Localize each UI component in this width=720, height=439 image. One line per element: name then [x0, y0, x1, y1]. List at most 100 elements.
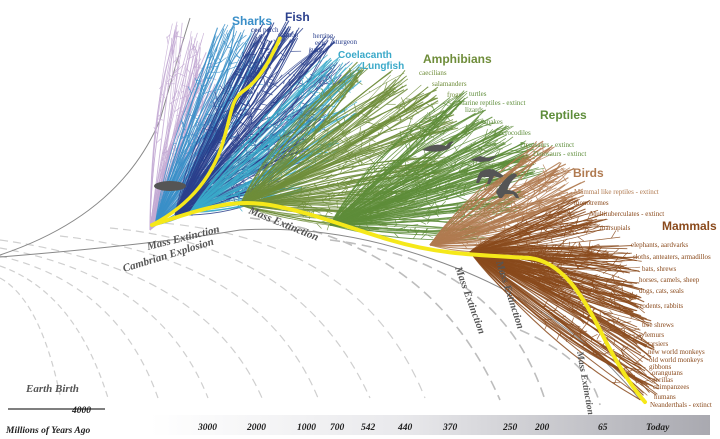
- branch-line: [239, 89, 405, 206]
- branch-twig: [330, 143, 333, 146]
- branch-twig: [550, 174, 559, 177]
- branch-twig: [544, 228, 548, 232]
- species-label: horses, camels, sheep: [639, 276, 700, 284]
- branch-twig: [362, 118, 367, 122]
- branch-twig: [327, 116, 336, 122]
- species-label: Multituberculates - extinct: [590, 210, 664, 218]
- branch-twig: [494, 213, 498, 217]
- branch-twig: [288, 114, 290, 124]
- branch-twig: [518, 205, 520, 211]
- branch-twig: [589, 216, 598, 219]
- species-label: salamanders: [432, 80, 467, 88]
- branch-twig: [368, 91, 371, 93]
- branch-line: [239, 66, 360, 206]
- axis-tick-label: 440: [397, 423, 413, 433]
- branch-twig: [590, 243, 600, 248]
- branch-twig: [600, 263, 603, 266]
- branch-twig: [613, 340, 615, 346]
- branch-line: [329, 141, 502, 226]
- branch-twig: [263, 76, 266, 84]
- branch-twig: [248, 75, 257, 83]
- branch-twig: [587, 365, 592, 369]
- branch-twig: [184, 140, 189, 149]
- branch-twig: [636, 381, 640, 383]
- branch-twig: [438, 172, 450, 178]
- branch-twig: [441, 200, 446, 206]
- branch-twig: [621, 351, 626, 358]
- species-label: chimpanzees: [653, 383, 689, 391]
- branch-line: [429, 194, 585, 246]
- branch-twig: [296, 146, 300, 152]
- branch-line: [429, 148, 551, 246]
- branch-twig: [180, 135, 186, 140]
- branch-twig: [153, 126, 158, 135]
- branch-twig: [337, 121, 341, 125]
- branch-twig: [322, 177, 324, 180]
- branch-twig: [453, 205, 463, 213]
- species-label: perch: [263, 26, 279, 34]
- branch-twig: [461, 241, 468, 249]
- branch-twig: [465, 141, 477, 152]
- branch-twig: [487, 211, 492, 214]
- branch-twig: [586, 259, 590, 262]
- branch-twig: [244, 111, 251, 117]
- branch-twig: [612, 257, 619, 265]
- branch-line: [469, 218, 607, 253]
- species-label: new world monkeys: [648, 348, 705, 356]
- branch-twig: [340, 177, 349, 184]
- branch-twig: [451, 151, 463, 160]
- species-labels: cod perch salmon herring eels gars sturg…: [251, 26, 712, 409]
- branch-twig: [308, 124, 315, 132]
- branch-twig: [520, 216, 525, 225]
- branch-twig: [399, 130, 403, 140]
- branch-line: [469, 199, 579, 253]
- branch-twig: [611, 230, 617, 239]
- branch-line: [189, 79, 352, 213]
- branch-twig: [320, 122, 326, 128]
- species-label: eels: [315, 39, 326, 47]
- branch-twig: [440, 190, 448, 193]
- branch-line: [329, 111, 481, 226]
- axis-tick-label: 700: [330, 423, 345, 433]
- branch-twig: [246, 140, 252, 149]
- branch-twig: [559, 216, 565, 218]
- branch-twig: [608, 296, 612, 303]
- species-label: lemurs: [645, 331, 664, 339]
- axis-title: Millions of Years Ago: [5, 426, 90, 436]
- branch-twig: [546, 281, 558, 286]
- branch-line: [239, 81, 400, 206]
- branch-twig: [287, 43, 289, 46]
- branch-twig: [508, 149, 520, 152]
- branch-twig: [297, 92, 301, 98]
- branch-twig: [618, 353, 622, 359]
- branch-line: [329, 159, 520, 226]
- branch-twig: [516, 244, 521, 253]
- branch-twig: [394, 105, 404, 109]
- branch-twig: [571, 310, 577, 312]
- branch-twig: [577, 283, 585, 290]
- branch-twig: [316, 223, 322, 229]
- branch-twig: [348, 82, 354, 90]
- branch-twig: [390, 128, 398, 132]
- branch-twig: [589, 245, 600, 249]
- branch-twig: [180, 120, 185, 127]
- branch-twig: [357, 69, 362, 72]
- branch-twig: [273, 110, 279, 116]
- species-label: herring: [313, 32, 334, 40]
- branch-twig: [535, 223, 539, 228]
- species-label: marsupials: [600, 224, 631, 232]
- time-axis: 4000 Millions of Years Ago 3000 2000 1000 7…: [5, 406, 710, 436]
- species-label: elephants, aardvarks: [631, 241, 688, 249]
- branch-line: [239, 67, 369, 206]
- branch-twig: [542, 224, 545, 227]
- branch-twig: [494, 188, 498, 193]
- branch-twig: [426, 200, 431, 207]
- branch-line: [239, 97, 435, 206]
- branch-twig: [331, 136, 334, 146]
- branch-twig: [219, 57, 227, 64]
- branch-twig: [268, 138, 279, 141]
- branch-twig: [251, 41, 260, 50]
- branch-twig: [410, 114, 415, 121]
- branch-line: [239, 101, 424, 206]
- species-label: tree shrews: [642, 321, 674, 329]
